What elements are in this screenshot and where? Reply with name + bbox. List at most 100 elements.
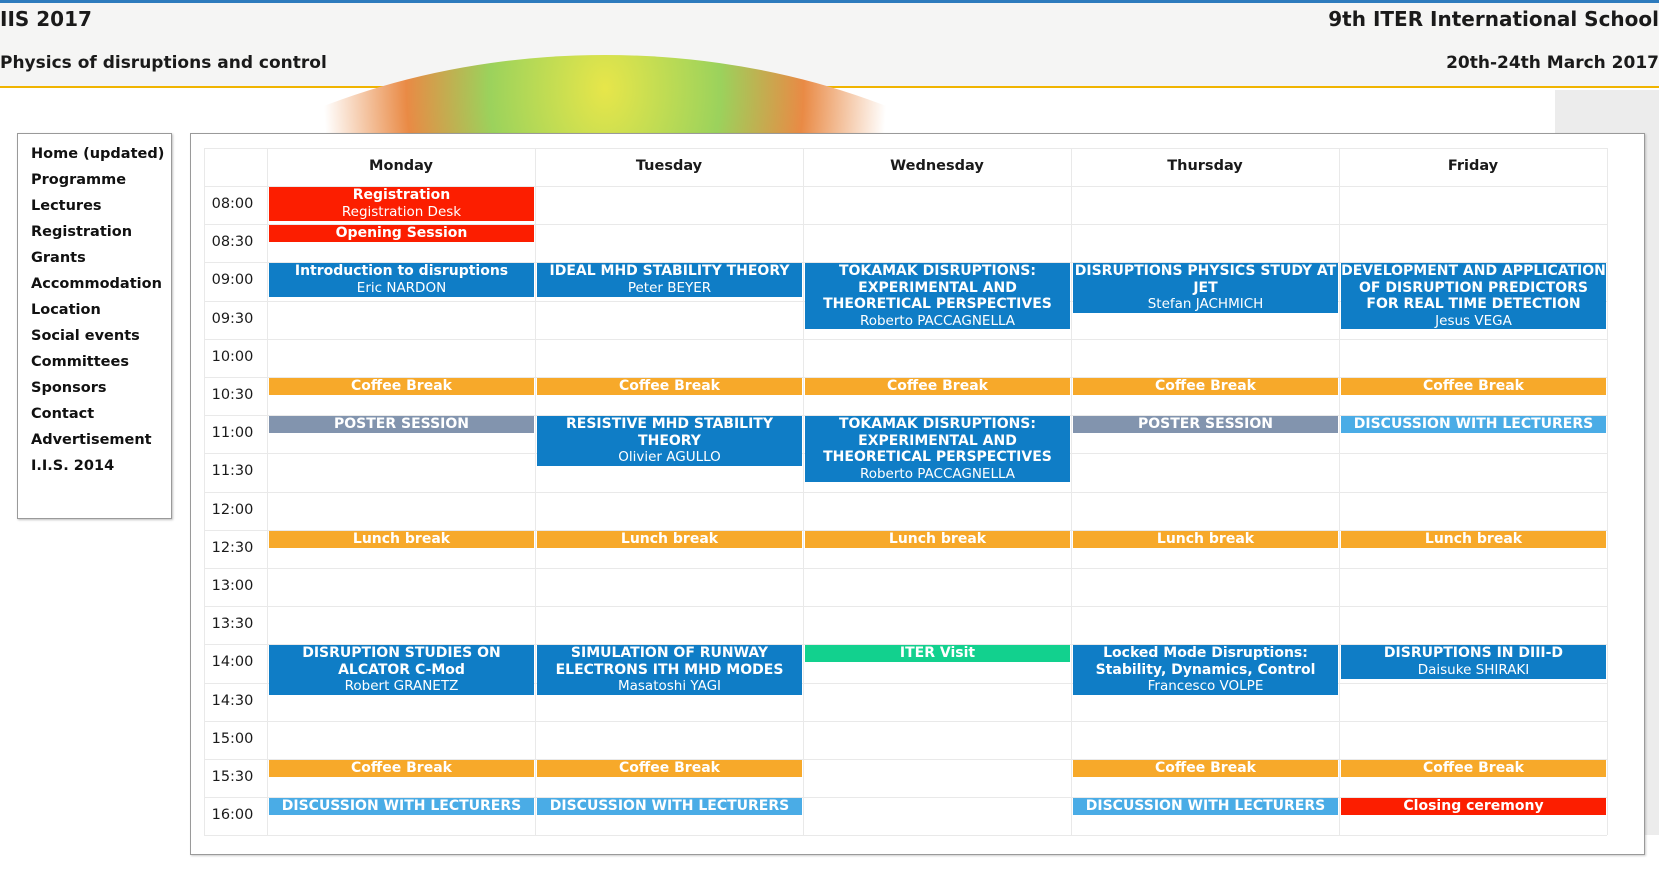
grid-horizontal-line (204, 835, 1607, 836)
event-break[interactable]: Lunch break (537, 531, 802, 548)
event-speaker: Masatoshi YAGI (617, 678, 722, 694)
nav-item-accommodation[interactable]: Accommodation (31, 276, 162, 292)
event-break[interactable]: Coffee Break (537, 378, 802, 395)
event-title: Coffee Break (1155, 760, 1256, 776)
time-label: 12:30 (211, 540, 254, 556)
event-speaker: Roberto PACCAGNELLA (859, 465, 1016, 482)
event-discussion[interactable]: DISCUSSION WITH LECTURERS (1341, 416, 1606, 433)
event-title: Opening Session (335, 225, 468, 241)
event-lecture[interactable]: SIMULATION OF RUNWAY ELECTRONS ITH MHD M… (537, 645, 802, 695)
nav-item-social-events[interactable]: Social events (31, 328, 140, 344)
nav-item-home[interactable]: Home (updated) (31, 146, 165, 162)
grid-vertical-line (267, 148, 268, 835)
event-ceremony[interactable]: Closing ceremony (1341, 798, 1606, 815)
time-label: 08:00 (211, 196, 254, 212)
grid-vertical-line (1071, 148, 1072, 835)
event-title: Coffee Break (1155, 378, 1256, 394)
grid-horizontal-line (204, 759, 1607, 760)
event-break[interactable]: Coffee Break (269, 760, 534, 777)
site-header: IIS 2017 9th ITER International School P… (0, 0, 1659, 88)
nav-item-advertisement[interactable]: Advertisement (31, 432, 152, 448)
event-title: Coffee Break (351, 378, 452, 394)
event-dates: 20th-24th March 2017 (1446, 53, 1659, 73)
event-title: POSTER SESSION (1137, 416, 1274, 432)
event-break[interactable]: Lunch break (1073, 531, 1338, 548)
event-lecture[interactable]: DISRUPTIONS PHYSICS STUDY AT JET Stefan J… (1073, 263, 1338, 313)
time-label: 16:00 (211, 807, 254, 823)
event-break[interactable]: Lunch break (1341, 531, 1606, 548)
event-break[interactable]: Lunch break (805, 531, 1070, 548)
time-label: 11:00 (211, 425, 254, 441)
nav-item-programme[interactable]: Programme (31, 172, 127, 188)
event-ceremony[interactable]: Opening Session (269, 225, 534, 242)
event-title: ITER Visit (899, 645, 976, 661)
event-lecture[interactable]: Locked Mode Disruptions: Stability, Dyna… (1073, 645, 1338, 695)
event-lecture[interactable]: IDEAL MHD STABILITY THEORY Peter BEYER (537, 263, 802, 297)
nav-item-committees[interactable]: Committees (31, 354, 129, 370)
nav-item-lectures[interactable]: Lectures (31, 198, 102, 214)
event-title: DISRUPTIONS PHYSICS STUDY AT JET (1074, 263, 1337, 296)
event-title: Registration (352, 187, 451, 203)
event-title: Coffee Break (1423, 760, 1524, 776)
event-title: SIMULATION OF RUNWAY ELECTRONS ITH MHD M… (555, 645, 784, 678)
event-lecture[interactable]: DISRUPTIONS IN DIII-D Daisuke SHIRAKI (1341, 645, 1606, 679)
event-break[interactable]: Coffee Break (269, 378, 534, 395)
event-lecture[interactable]: DEVELOPMENT AND APPLICATION OF DISRUPTIO… (1341, 263, 1606, 329)
day-header-thursday: Thursday (1167, 158, 1243, 174)
event-lecture[interactable]: DISRUPTION STUDIES ON ALCATOR C-Mod Rober… (269, 645, 534, 695)
event-break[interactable]: Coffee Break (1073, 378, 1338, 395)
event-title: DISCUSSION WITH LECTURERS (281, 798, 522, 814)
grid-vertical-line (1607, 148, 1608, 835)
time-label: 10:30 (211, 387, 254, 403)
grid-horizontal-line (204, 339, 1607, 340)
event-speaker: Daisuke SHIRAKI (1417, 661, 1530, 678)
event-lecture[interactable]: RESISTIVE MHD STABILITY THEORY Olivier AG… (537, 416, 802, 466)
event-break[interactable]: Lunch break (269, 531, 534, 548)
event-title: Coffee Break (619, 378, 720, 394)
time-label: 14:30 (211, 693, 254, 709)
grid-horizontal-line (204, 492, 1607, 493)
event-lecture[interactable]: Introduction to disruptions Eric NARDON (269, 263, 534, 297)
nav-item-sponsors[interactable]: Sponsors (31, 380, 107, 396)
nav-item-iis-2014[interactable]: I.I.S. 2014 (31, 458, 115, 474)
time-label: 15:00 (211, 731, 254, 747)
grid-horizontal-line (204, 377, 1607, 378)
event-visit[interactable]: ITER Visit (805, 645, 1070, 662)
event-poster[interactable]: POSTER SESSION (1073, 416, 1338, 433)
nav-item-grants[interactable]: Grants (31, 250, 86, 266)
grid-horizontal-line (204, 224, 1607, 225)
time-label: 15:30 (211, 769, 254, 785)
nav-item-registration[interactable]: Registration (31, 224, 133, 240)
event-break[interactable]: Coffee Break (1073, 760, 1338, 777)
event-speaker: Registration Desk (341, 203, 462, 220)
event-ceremony[interactable]: Registration Registration Desk (269, 187, 534, 221)
event-speaker: Jesus VEGA (1435, 312, 1512, 329)
grid-horizontal-line (204, 606, 1607, 607)
event-break[interactable]: Coffee Break (805, 378, 1070, 395)
event-poster[interactable]: POSTER SESSION (269, 416, 534, 433)
event-break[interactable]: Coffee Break (1341, 378, 1606, 395)
event-title: Lunch break (1156, 531, 1255, 547)
event-lecture[interactable]: TOKAMAK DISRUPTIONS: EXPERIMENTAL AND TH… (805, 263, 1070, 329)
event-discussion[interactable]: DISCUSSION WITH LECTURERS (1073, 798, 1338, 815)
site-title[interactable]: IIS 2017 (0, 7, 92, 31)
event-discussion[interactable]: DISCUSSION WITH LECTURERS (269, 798, 534, 815)
event-title: DISCUSSION WITH LECTURERS (549, 798, 790, 814)
nav-item-location[interactable]: Location (31, 302, 101, 318)
event-break[interactable]: Coffee Break (537, 760, 802, 777)
event-lecture[interactable]: TOKAMAK DISRUPTIONS: EXPERIMENTAL AND TH… (805, 416, 1070, 482)
event-title: Lunch break (1424, 531, 1523, 547)
event-discussion[interactable]: DISCUSSION WITH LECTURERS (537, 798, 802, 815)
time-label: 11:30 (211, 463, 254, 479)
site-subtitle: Physics of disruptions and control (0, 53, 327, 73)
event-title: Lunch break (888, 531, 987, 547)
time-label: 12:00 (211, 502, 254, 518)
grid-horizontal-line (204, 683, 1607, 684)
time-label: 10:00 (211, 349, 254, 365)
event-speaker: Robert GRANETZ (344, 678, 459, 694)
event-title: Coffee Break (619, 760, 720, 776)
nav-item-contact[interactable]: Contact (31, 406, 95, 422)
day-header-monday: Monday (369, 158, 433, 174)
event-break[interactable]: Coffee Break (1341, 760, 1606, 777)
time-label: 13:30 (211, 616, 254, 632)
